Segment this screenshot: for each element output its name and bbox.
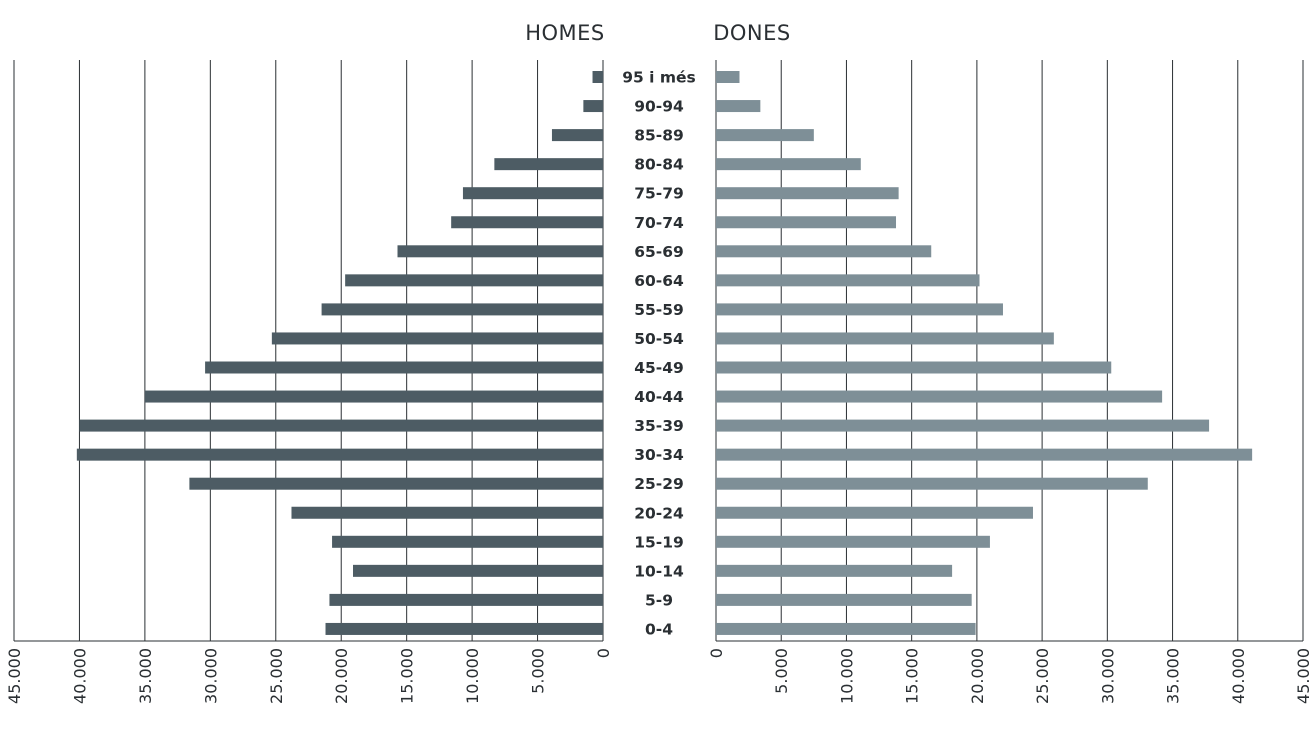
bar-dones (716, 332, 1054, 345)
age-group-label: 70-74 (634, 214, 684, 232)
bar-dones (716, 390, 1163, 403)
bar-dones (716, 564, 953, 577)
age-group-label: 15-19 (634, 533, 684, 551)
age-group-label: 85-89 (634, 127, 684, 145)
bar-dones (716, 71, 740, 83)
bar-homes (397, 245, 603, 258)
gridlines (13, 60, 1304, 642)
x-tick-label: 30.000 (201, 648, 220, 704)
bar-dones (716, 100, 761, 113)
bar-homes (353, 564, 603, 577)
bar-homes (325, 622, 603, 635)
age-group-label: 80-84 (634, 156, 684, 174)
age-group-label: 20-24 (634, 504, 684, 522)
bar-dones (716, 129, 814, 142)
age-group-label: 30-34 (634, 446, 684, 464)
age-group-label: 90-94 (634, 98, 684, 116)
bar-homes (494, 158, 603, 171)
age-group-label: 60-64 (634, 272, 684, 290)
bar-dones (716, 535, 990, 548)
age-group-label: 10-14 (634, 562, 684, 580)
x-axis-tick-labels: 0 0 5.000 5.000 10.000 10.000 15.000 15.000 20.0… (5, 648, 1313, 704)
bar-dones (716, 158, 861, 171)
bar-dones (716, 216, 897, 229)
x-tick-label: 45.000 (5, 648, 24, 704)
x-tick-label: 35.000 (1164, 648, 1183, 704)
x-tick-label: 20.000 (332, 648, 351, 704)
age-group-label: 0-4 (645, 620, 673, 638)
bar-dones (716, 593, 972, 606)
bar-homes (592, 71, 603, 83)
bar-dones (716, 448, 1253, 461)
x-tick-label: 45.000 (1294, 648, 1313, 704)
bar-dones (716, 274, 980, 287)
x-tick-label: 40.000 (1229, 648, 1248, 704)
series-label-homes: HOMES (525, 21, 605, 45)
age-group-label: 35-39 (634, 417, 684, 435)
x-tick-label: 20.000 (968, 648, 987, 704)
series-label-dones: DONES (713, 21, 791, 45)
age-group-label: 25-29 (634, 475, 684, 493)
x-tick-label: 30.000 (1098, 648, 1117, 704)
bar-homes (462, 187, 603, 200)
bar-homes (291, 506, 603, 519)
bar-homes (451, 216, 603, 229)
x-tick-label: 10.000 (463, 648, 482, 704)
x-tick-label: 0 (594, 648, 613, 658)
x-tick-label: 15.000 (398, 648, 417, 704)
bar-dones (716, 361, 1112, 374)
bar-dones (716, 622, 976, 635)
bar-homes (76, 448, 604, 461)
age-group-label: 40-44 (634, 388, 684, 406)
age-group-label: 95 i més (622, 69, 696, 87)
bar-homes (583, 100, 603, 113)
x-tick-label: 10.000 (837, 648, 856, 704)
age-group-label: 55-59 (634, 301, 684, 319)
bar-dones (716, 245, 932, 258)
age-group-label: 45-49 (634, 359, 684, 377)
x-tick-label: 40.000 (70, 648, 89, 704)
bar-dones (716, 506, 1033, 519)
age-group-label: 5-9 (645, 591, 673, 609)
bar-dones (716, 419, 1210, 432)
x-tick-label: 5.000 (772, 648, 791, 694)
bar-homes (79, 419, 603, 432)
x-tick-label: 5.000 (529, 648, 548, 694)
x-tick-label: 25.000 (267, 648, 286, 704)
bar-homes (189, 477, 603, 490)
age-group-label: 75-79 (634, 185, 684, 203)
bars (76, 71, 1253, 635)
x-tick-label: 0 (707, 648, 726, 658)
x-tick-label: 15.000 (903, 648, 922, 704)
bar-homes (345, 274, 603, 287)
bar-homes (332, 535, 603, 548)
bar-homes (551, 129, 603, 142)
bar-homes (321, 303, 603, 316)
age-group-labels: 95 i més 90-94 85-89 80-84 75-79 70-74 65-69 60… (622, 69, 696, 639)
bar-homes (271, 332, 603, 345)
x-tick-label: 35.000 (136, 648, 155, 704)
bar-dones (716, 187, 899, 200)
bar-homes (329, 593, 603, 606)
age-group-label: 50-54 (634, 330, 684, 348)
bar-homes (144, 390, 603, 403)
age-group-label: 65-69 (634, 243, 684, 261)
bar-homes (205, 361, 603, 374)
bar-dones (716, 477, 1148, 490)
x-tick-label: 25.000 (1033, 648, 1052, 704)
bar-dones (716, 303, 1003, 316)
